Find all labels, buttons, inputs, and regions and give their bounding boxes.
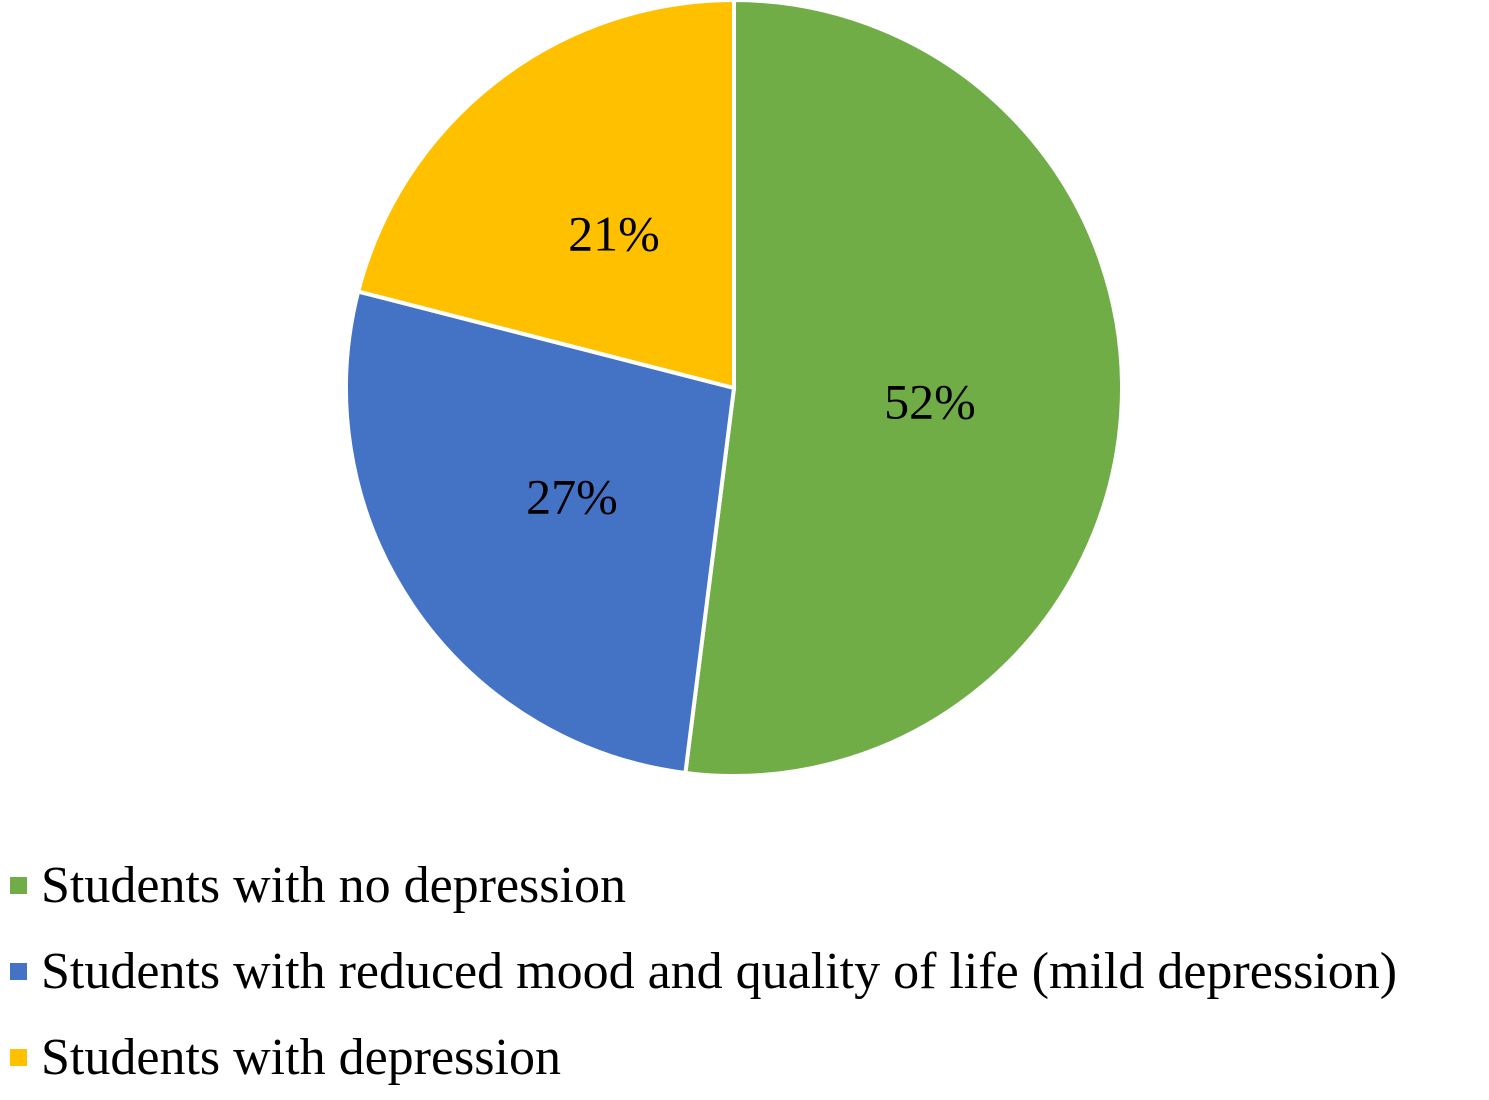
legend-label: Students with depression [41,1028,561,1086]
legend-swatch [10,876,27,894]
pie-chart: 52% 27% 21% [344,0,1124,778]
legend-item-students-with-depression: Students with depression [10,1014,1397,1100]
legend-swatch [10,1048,27,1066]
legend-item-students-with-no-depression: Students with no depression [10,842,1397,928]
data-label-students-with-depression: 21% [568,205,660,261]
pie-slice-students-with-reduced-mood-and-quality-of-life-mild-depression [344,289,737,776]
pie-slice-students-with-depression [355,0,736,391]
chart-legend: Students with no depression Students with… [10,842,1397,1100]
pie-slices [344,0,1124,778]
legend-label: Students with reduced mood and quality o… [41,942,1398,1000]
data-label-students-with-no-depression: 52% [884,373,976,429]
pie-slice-students-with-no-depression [683,0,1124,778]
legend-item-students-with-reduced-mood-and-quality-of-life-mild-depression: Students with reduced mood and quality o… [10,928,1397,1014]
pie-data-labels: 52% 27% 21% [526,205,976,524]
legend-label: Students with no depression [41,856,626,914]
data-label-students-with-reduced-mood-and-quality-of-life-mild-depression: 27% [526,468,618,524]
legend-swatch [10,962,27,980]
